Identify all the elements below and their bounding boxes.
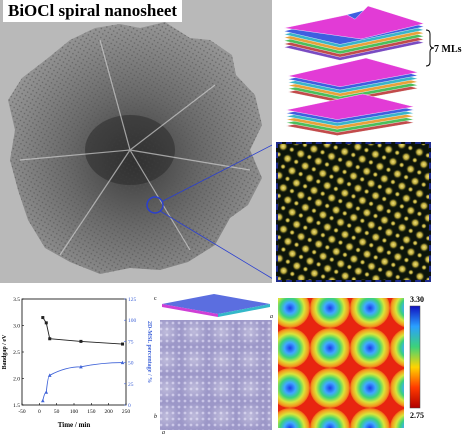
y-tick-label-left: 3.0 — [13, 324, 20, 330]
x-tick-label: 50 — [54, 409, 60, 415]
axis-c-label: c — [154, 296, 157, 302]
y-tick-label-left: 3.5 — [13, 297, 20, 303]
y-tick-label-left: 1.5 — [13, 403, 20, 409]
simulated-surface-image: c a b a — [154, 294, 273, 436]
simulated-surface-panel: c a b a — [152, 290, 276, 436]
data-point-left — [44, 321, 48, 325]
x-tick-label: 0 — [38, 409, 41, 415]
data-point-left — [121, 342, 125, 346]
bandgap-map-panel: 3.30 2.75 — [276, 290, 464, 436]
stacked-layers-illustration: 7 MLs — [283, 5, 462, 136]
layer-sheet — [287, 57, 419, 88]
brace-icon — [425, 29, 435, 67]
y-tick-label-right: 25 — [128, 382, 134, 388]
layer-count-label: 7 MLs — [434, 44, 462, 55]
x-tick-label: 200 — [105, 409, 114, 415]
layer-sheet — [283, 5, 425, 40]
axis-b-label: b — [154, 414, 157, 420]
colorbar — [409, 305, 421, 409]
hrtem-image — [278, 144, 429, 280]
plot-frame — [21, 298, 127, 406]
axis-a-label-top: a — [270, 314, 273, 320]
data-point-right — [79, 364, 83, 369]
colorbar-min-label: 2.75 — [410, 411, 424, 420]
x-tick-label: -50 — [18, 409, 26, 415]
top-layer-stack — [162, 294, 270, 317]
data-point-left — [48, 337, 52, 341]
x-tick-label: 250 — [122, 409, 131, 415]
series-line-left — [42, 317, 123, 345]
x-tick-label: 150 — [87, 409, 96, 415]
y-tick-label-left: 2.0 — [13, 377, 20, 383]
x-tick-label: 100 — [70, 409, 79, 415]
x-axis-label: Time / min — [58, 421, 91, 429]
bandgap-plot-panel: -50 0 50 100 150 200 250 1.5 2.0 2.5 3.0 3.5 0 25 50… — [0, 293, 152, 436]
axis-a-label-bottom: a — [162, 430, 165, 436]
y-tick-label-left: 2.5 — [13, 350, 20, 356]
hrtem-zoom-panel — [276, 142, 431, 282]
figure-title: BiOCl spiral nanosheet — [3, 0, 183, 22]
tem-image-panel: BiOCl spiral nanosheet — [0, 0, 272, 283]
bandgap-time-chart: -50 0 50 100 150 200 250 1.5 2.0 2.5 3.0 3.5 0 25 50… — [2, 297, 152, 429]
colorbar-max-label: 3.30 — [410, 295, 424, 304]
y-axis-label-left: Bandgap / eV — [2, 334, 8, 369]
y-tick-label-right: 100 — [128, 318, 137, 324]
layer-model-panel: 7 MLs — [276, 0, 464, 138]
data-point-right — [41, 398, 45, 403]
y-tick-label-right: 50 — [128, 361, 134, 367]
data-point-left — [79, 339, 83, 343]
bandgap-map: 3.30 2.75 — [278, 295, 424, 428]
data-point-right — [120, 360, 125, 365]
layer-sheet — [285, 93, 415, 120]
y-tick-label-right: 0 — [128, 403, 131, 409]
data-point-right — [44, 390, 49, 394]
map-image — [278, 298, 404, 428]
y-tick-label-right: 125 — [128, 297, 137, 303]
zoom-region-circle — [146, 196, 164, 214]
y-tick-label-right: 75 — [128, 339, 134, 345]
data-point-right — [47, 373, 52, 377]
tem-image — [8, 22, 272, 279]
y-axis-label-right: 2D-MSL percentage / % — [146, 321, 152, 383]
data-point-left — [41, 316, 45, 320]
